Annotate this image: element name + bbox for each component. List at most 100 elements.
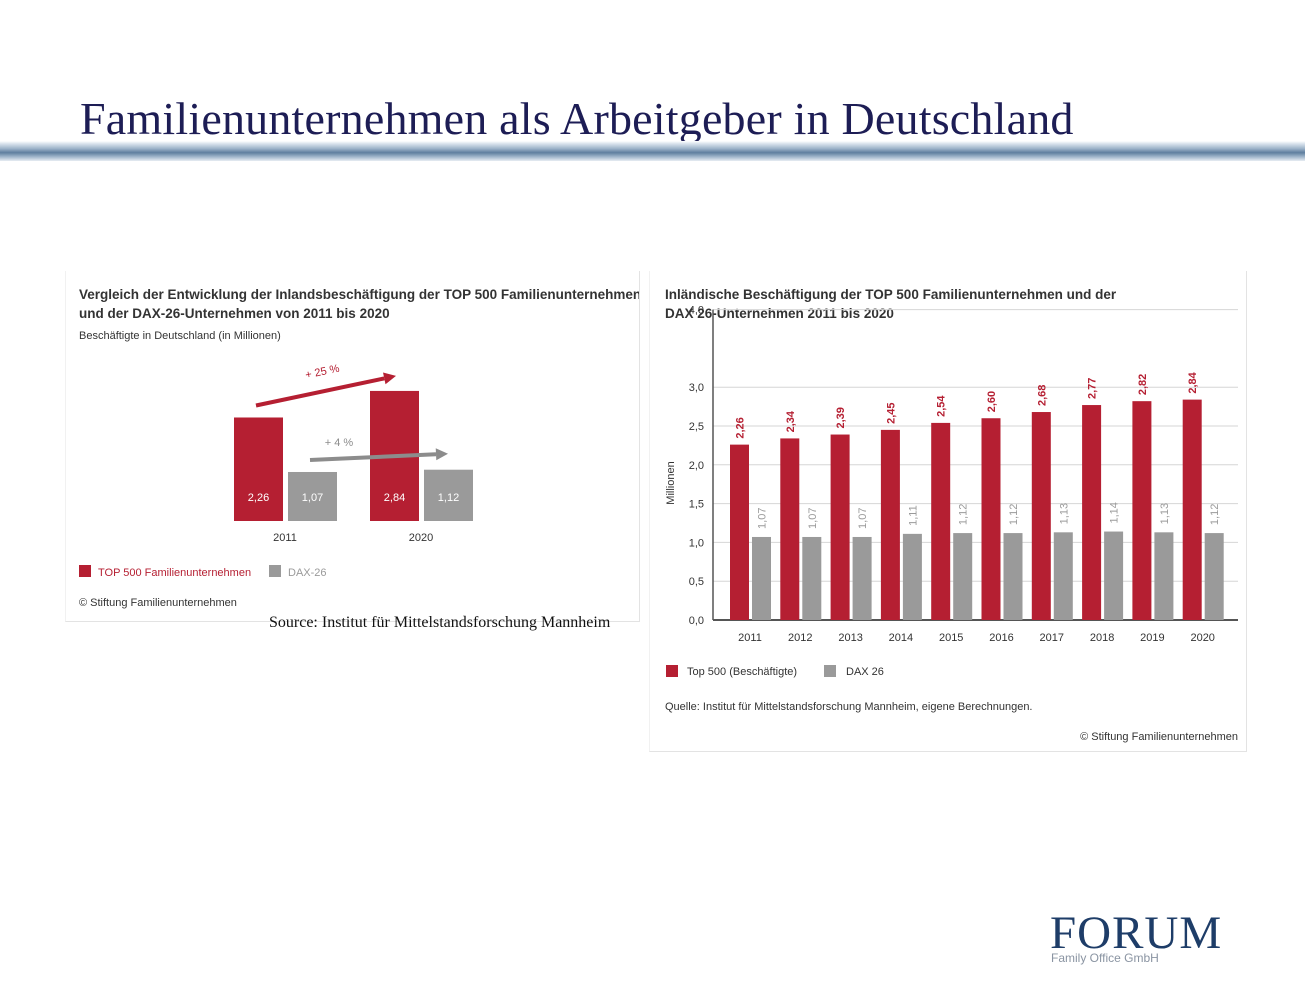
value-label-dax-2015: 1,12: [958, 504, 970, 525]
legend-label-top500: TOP 500 Familienunternehmen: [98, 567, 251, 579]
bar-top500-2011: [730, 444, 749, 620]
value-label-dax-2019: 1,13: [1159, 503, 1171, 524]
bar-dax-2011: [288, 471, 337, 521]
copyright-note: © Stiftung Familienunternehmen: [79, 597, 237, 609]
annotation-top500-growth: + 25 %: [304, 363, 341, 382]
chart-source-note: Quelle: Institut für Mittelstandsforschu…: [665, 701, 1033, 713]
x-tick-2011: 2011: [738, 632, 762, 644]
value-label-dax-2016: 1,12: [1008, 504, 1020, 525]
legend-label-dax: DAX 26: [846, 666, 884, 678]
value-label-dax-2014: 1,11: [907, 505, 919, 526]
value-label-dax-2013: 1,07: [857, 508, 869, 529]
legend-swatch-top500: [79, 565, 91, 577]
value-label-dax-2018: 1,14: [1109, 502, 1121, 523]
bar-top500-2020: [1182, 399, 1202, 620]
x-tick-2016: 2016: [989, 632, 1013, 644]
x-tick-2011: 2011: [273, 532, 297, 544]
bar-dax-2011: [752, 536, 771, 620]
value-label-top500-2012: 2,34: [785, 410, 797, 432]
gridlines: 0,0 0,5 1,0 1,5 2,0 2,5 3,0 4,0: [689, 305, 1238, 627]
bar-dax-2015: [953, 533, 973, 620]
value-label-top500-2018: 2,77: [1087, 378, 1099, 399]
bar-dax-2017: [1053, 532, 1073, 620]
chart-subtitle: Beschäftigte in Deutschland (in Millione…: [79, 330, 281, 342]
bar-dax-2016: [1003, 533, 1023, 620]
comparison-chart-marks: 2,26 1,07 2011 2,84 1,12 2020 + 25 % + 4 %: [234, 363, 473, 544]
x-tick-2020: 2020: [409, 532, 433, 544]
forum-logo: FORUM Family Office GmbH: [1050, 906, 1250, 968]
growth-arrow-dax: [309, 452, 437, 462]
x-tick-2018: 2018: [1090, 632, 1114, 644]
x-tick-2014: 2014: [889, 632, 913, 644]
bar-dax-2012: [802, 536, 822, 620]
chart-title-line2: und der DAX-26-Unternehmen von 2011 bis …: [79, 306, 390, 321]
value-label-top500-2017: 2,68: [1036, 385, 1048, 406]
y-tick-label: 1,0: [689, 537, 704, 549]
value-label-top500-2011: 2,26: [248, 492, 269, 504]
growth-arrow-top500: [255, 376, 385, 408]
legend-swatch-dax: [269, 565, 281, 577]
timeseries-chart-marks: 2,26 1,07 2011 2,34 1,07 2012 2,39 1,07 2013 2,45…: [730, 371, 1224, 644]
bar-dax-2020: [424, 469, 473, 521]
value-label-top500-2013: 2,39: [835, 407, 847, 428]
bar-top500-2016: [981, 418, 1001, 620]
x-tick-2015: 2015: [939, 632, 963, 644]
bar-top500-2018: [1082, 405, 1102, 620]
chart-title-line1: Inländische Beschäftigung der TOP 500 Fa…: [665, 287, 1117, 302]
slide-title: Familienunternehmen als Arbeitgeber in D…: [80, 93, 1074, 144]
copyright-note: © Stiftung Familienunternehmen: [1080, 731, 1238, 743]
value-label-dax-2017: 1,13: [1058, 503, 1070, 524]
bar-top500-2015: [931, 422, 951, 620]
chart-title-line1: Vergleich der Entwicklung der Inlandsbes…: [79, 287, 639, 302]
legend-label-top500: Top 500 (Beschäftigte): [687, 666, 797, 678]
y-tick-label: 1,5: [689, 499, 704, 511]
x-tick-2017: 2017: [1040, 632, 1064, 644]
value-label-top500-2014: 2,45: [885, 402, 897, 423]
chart-panel-comparison: Vergleich der Entwicklung der Inlandsbes…: [65, 271, 640, 622]
bar-top500-2019: [1132, 401, 1152, 620]
bar-top500-2011: [234, 417, 283, 521]
value-label-dax-2020: 1,12: [438, 492, 459, 504]
x-tick-2019: 2019: [1140, 632, 1164, 644]
value-label-top500-2015: 2,54: [936, 395, 948, 417]
y-axis-label: Millionen: [665, 461, 677, 504]
bar-top500-2012: [780, 438, 800, 620]
y-tick-label: 3,0: [689, 382, 704, 394]
y-tick-label: 2,5: [689, 421, 704, 433]
x-tick-2013: 2013: [838, 632, 862, 644]
y-tick-label: 2,0: [689, 460, 704, 472]
legend-swatch-top500: [666, 665, 678, 677]
logo-subtitle: Family Office GmbH: [1051, 951, 1159, 965]
value-label-dax-2020: 1,12: [1209, 504, 1221, 525]
y-tick-label: 4,0: [689, 305, 704, 317]
growth-arrow-top500-head: [383, 372, 396, 385]
bar-dax-2019: [1154, 532, 1174, 620]
x-tick-2012: 2012: [788, 632, 812, 644]
value-label-top500-2020: 2,84: [384, 492, 405, 504]
value-label-dax-2011: 1,07: [757, 508, 769, 529]
logo-wordmark: FORUM: [1050, 907, 1223, 959]
bar-top500-2014: [880, 429, 900, 620]
bar-dax-2013: [852, 536, 872, 620]
x-tick-2020: 2020: [1190, 632, 1214, 644]
annotation-dax-growth: + 4 %: [325, 437, 354, 449]
chart-panel-timeseries: Inländische Beschäftigung der TOP 500 Fa…: [649, 271, 1247, 752]
bar-dax-2014: [902, 533, 922, 620]
value-label-dax-2011: 1,07: [302, 492, 323, 504]
title-divider: [0, 141, 1305, 161]
growth-arrow-dax-head: [435, 448, 448, 461]
bar-top500-2017: [1031, 412, 1051, 620]
legend-swatch-dax: [824, 665, 836, 677]
comparison-chart-svg: Vergleich der Entwicklung der Inlandsbes…: [79, 287, 639, 609]
legend-label-dax: DAX-26: [288, 567, 327, 579]
value-label-top500-2011: 2,26: [735, 417, 747, 438]
value-label-dax-2012: 1,07: [807, 508, 819, 529]
source-note: Source: Institut für Mittelstandsforschu…: [269, 614, 611, 631]
value-label-top500-2016: 2,60: [986, 391, 998, 412]
y-tick-label: 0,0: [689, 615, 704, 627]
timeseries-chart-svg: Inländische Beschäftigung der TOP 500 Fa…: [665, 287, 1238, 743]
bar-top500-2013: [830, 434, 850, 620]
value-label-top500-2020: 2,84: [1187, 371, 1199, 393]
bar-dax-2020: [1204, 533, 1224, 620]
y-tick-label: 0,5: [689, 576, 704, 588]
